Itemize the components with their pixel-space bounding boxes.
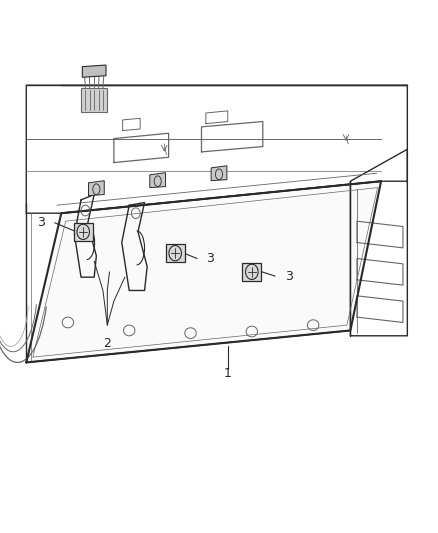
Text: 1: 1: [224, 367, 232, 379]
Polygon shape: [88, 181, 104, 196]
Polygon shape: [26, 181, 381, 362]
Polygon shape: [82, 65, 106, 77]
Text: 3: 3: [206, 252, 214, 265]
Polygon shape: [81, 88, 107, 112]
Polygon shape: [74, 223, 93, 241]
Text: 2: 2: [103, 337, 111, 350]
Polygon shape: [150, 173, 166, 188]
Polygon shape: [211, 166, 227, 181]
Text: 3: 3: [37, 216, 45, 229]
Polygon shape: [242, 263, 261, 280]
Text: 3: 3: [285, 270, 293, 282]
Polygon shape: [166, 244, 185, 262]
